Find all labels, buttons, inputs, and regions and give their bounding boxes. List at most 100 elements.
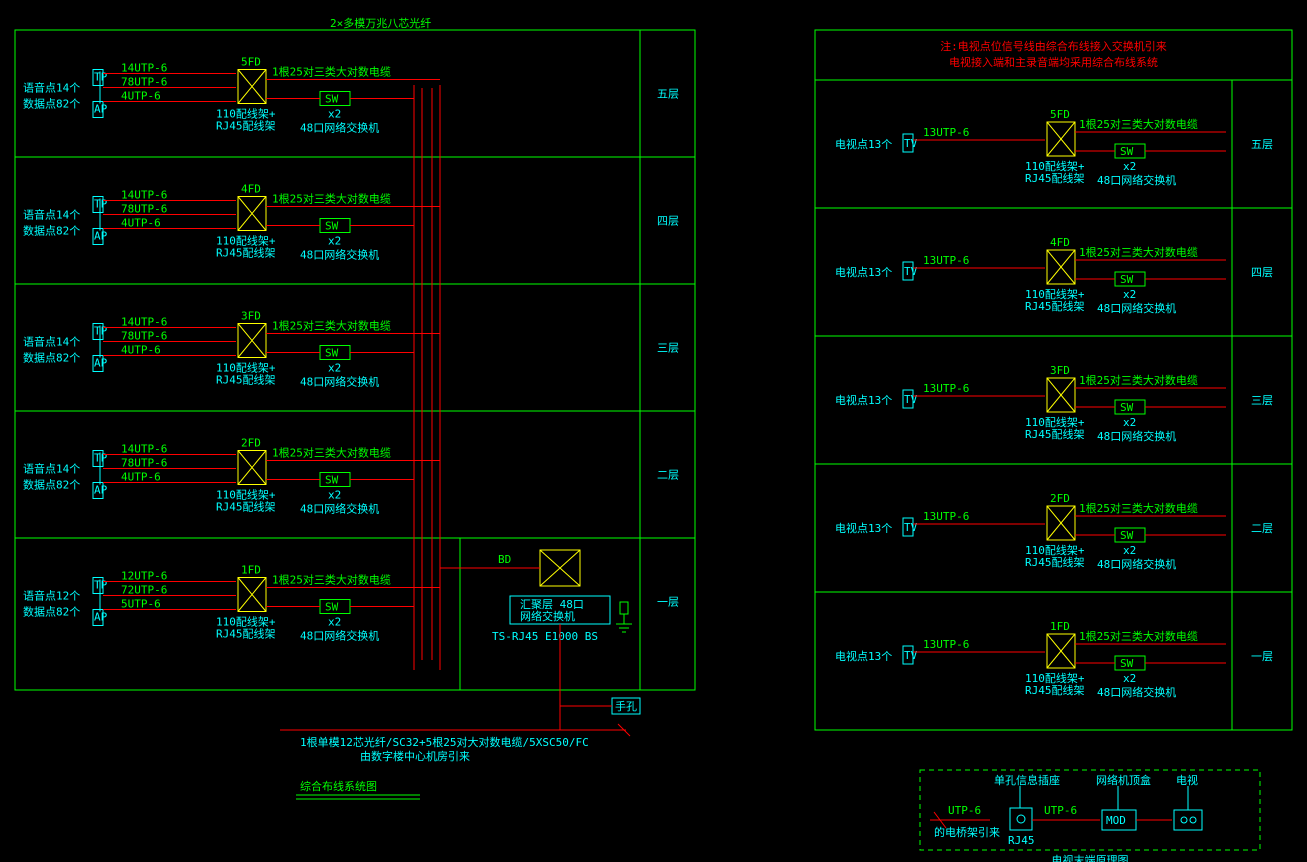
svg-text:数据点82个: 数据点82个 xyxy=(23,478,80,492)
svg-text:3FD: 3FD xyxy=(241,310,261,323)
svg-text:TV: TV xyxy=(904,137,918,150)
svg-text:电视点13个: 电视点13个 xyxy=(835,649,892,663)
svg-text:1根25对三类大对数电缆: 1根25对三类大对数电缆 xyxy=(1079,373,1198,387)
svg-text:AP: AP xyxy=(94,230,108,243)
svg-text:SW: SW xyxy=(1120,401,1134,414)
svg-text:14UTP-6: 14UTP-6 xyxy=(121,316,167,329)
svg-text:x2: x2 xyxy=(1123,288,1136,301)
svg-text:AP: AP xyxy=(94,484,108,497)
svg-text:电视点13个: 电视点13个 xyxy=(835,265,892,279)
svg-text:4UTP-6: 4UTP-6 xyxy=(121,471,161,484)
svg-text:单孔信息插座: 单孔信息插座 xyxy=(994,773,1060,787)
svg-text:2FD: 2FD xyxy=(1050,492,1070,505)
svg-text:SW: SW xyxy=(325,220,339,233)
svg-text:48口网络交换机: 48口网络交换机 xyxy=(300,629,379,643)
svg-text:1根25对三类大对数电缆: 1根25对三类大对数电缆 xyxy=(1079,245,1198,259)
svg-text:数据点82个: 数据点82个 xyxy=(23,351,80,365)
svg-text:三层: 三层 xyxy=(657,342,679,355)
svg-text:RJ45配线架: RJ45配线架 xyxy=(1025,299,1085,313)
svg-text:网络机顶盒: 网络机顶盒 xyxy=(1096,773,1151,787)
svg-text:SW: SW xyxy=(1120,145,1134,158)
svg-text:13UTP-6: 13UTP-6 xyxy=(923,254,969,267)
svg-text:5FD: 5FD xyxy=(1050,108,1070,121)
svg-text:BD: BD xyxy=(498,553,511,566)
svg-text:一层: 一层 xyxy=(1251,650,1273,663)
svg-text:SW: SW xyxy=(1120,529,1134,542)
svg-text:1FD: 1FD xyxy=(241,564,261,577)
svg-text:RJ45配线架: RJ45配线架 xyxy=(216,119,276,133)
svg-text:RJ45配线架: RJ45配线架 xyxy=(216,246,276,260)
svg-text:语音点12个: 语音点12个 xyxy=(23,589,80,603)
cad-drawing: 2×多模万兆八芯光纤五层语音点14个数据点82个TPAP14UTP-678UTP… xyxy=(0,0,1307,862)
svg-text:TP: TP xyxy=(94,325,108,338)
svg-text:MOD: MOD xyxy=(1106,814,1126,827)
svg-text:4UTP-6: 4UTP-6 xyxy=(121,344,161,357)
svg-text:13UTP-6: 13UTP-6 xyxy=(923,638,969,651)
svg-text:x2: x2 xyxy=(1123,544,1136,557)
svg-text:1FD: 1FD xyxy=(1050,620,1070,633)
svg-text:110配线架+: 110配线架+ xyxy=(1025,671,1085,685)
svg-text:78UTP-6: 78UTP-6 xyxy=(121,330,167,343)
svg-text:二层: 二层 xyxy=(1251,522,1273,535)
svg-text:电视点13个: 电视点13个 xyxy=(835,521,892,535)
svg-text:1根25对三类大对数电缆: 1根25对三类大对数电缆 xyxy=(1079,629,1198,643)
svg-text:SW: SW xyxy=(325,474,339,487)
svg-text:电视末端原理图: 电视末端原理图 xyxy=(1052,853,1129,862)
svg-text:3FD: 3FD xyxy=(1050,364,1070,377)
svg-text:四层: 四层 xyxy=(1251,266,1273,279)
svg-text:110配线架+: 110配线架+ xyxy=(1025,287,1085,301)
svg-text:110配线架+: 110配线架+ xyxy=(1025,543,1085,557)
svg-text:x2: x2 xyxy=(328,616,341,629)
svg-text:78UTP-6: 78UTP-6 xyxy=(121,203,167,216)
svg-text:14UTP-6: 14UTP-6 xyxy=(121,189,167,202)
svg-text:语音点14个: 语音点14个 xyxy=(23,462,80,476)
svg-text:电视点13个: 电视点13个 xyxy=(835,393,892,407)
svg-text:SW: SW xyxy=(1120,273,1134,286)
svg-text:13UTP-6: 13UTP-6 xyxy=(923,126,969,139)
svg-text:五层: 五层 xyxy=(1251,138,1273,151)
svg-text:TS-RJ45 E1000 BS: TS-RJ45 E1000 BS xyxy=(492,630,598,643)
svg-text:x2: x2 xyxy=(1123,672,1136,685)
svg-text:数据点82个: 数据点82个 xyxy=(23,97,80,111)
svg-text:RJ45配线架: RJ45配线架 xyxy=(1025,427,1085,441)
svg-text:13UTP-6: 13UTP-6 xyxy=(923,382,969,395)
svg-text:110配线架+: 110配线架+ xyxy=(1025,415,1085,429)
svg-text:110配线架+: 110配线架+ xyxy=(216,615,276,629)
svg-text:48口网络交换机: 48口网络交换机 xyxy=(300,502,379,516)
svg-text:三层: 三层 xyxy=(1251,394,1273,407)
svg-text:4FD: 4FD xyxy=(1050,236,1070,249)
svg-text:110配线架+: 110配线架+ xyxy=(216,107,276,121)
svg-text:5UTP-6: 5UTP-6 xyxy=(121,598,161,611)
svg-text:5FD: 5FD xyxy=(241,56,261,69)
svg-text:AP: AP xyxy=(94,611,108,624)
svg-text:TV: TV xyxy=(904,521,918,534)
svg-text:x2: x2 xyxy=(1123,416,1136,429)
svg-text:1根25对三类大对数电缆: 1根25对三类大对数电缆 xyxy=(272,446,391,460)
svg-text:x2: x2 xyxy=(328,489,341,502)
svg-text:语音点14个: 语音点14个 xyxy=(23,81,80,95)
svg-text:手孔: 手孔 xyxy=(615,699,637,713)
svg-text:TV: TV xyxy=(904,649,918,662)
svg-text:语音点14个: 语音点14个 xyxy=(23,335,80,349)
svg-text:2FD: 2FD xyxy=(241,437,261,450)
svg-text:数据点82个: 数据点82个 xyxy=(23,224,80,238)
svg-text:电视接入端和主录音端均采用综合布线系统: 电视接入端和主录音端均采用综合布线系统 xyxy=(949,55,1158,69)
svg-text:48口网络交换机: 48口网络交换机 xyxy=(300,248,379,262)
svg-text:二层: 二层 xyxy=(657,469,679,482)
svg-text:14UTP-6: 14UTP-6 xyxy=(121,443,167,456)
svg-text:2×多模万兆八芯光纤: 2×多模万兆八芯光纤 xyxy=(330,16,431,30)
svg-text:1根25对三类大对数电缆: 1根25对三类大对数电缆 xyxy=(272,319,391,333)
svg-text:72UTP-6: 72UTP-6 xyxy=(121,584,167,597)
svg-text:AP: AP xyxy=(94,357,108,370)
svg-text:110配线架+: 110配线架+ xyxy=(216,234,276,248)
svg-text:UTP-6: UTP-6 xyxy=(948,804,981,817)
svg-text:48口网络交换机: 48口网络交换机 xyxy=(1097,557,1176,571)
svg-text:1根25对三类大对数电缆: 1根25对三类大对数电缆 xyxy=(1079,501,1198,515)
svg-text:4UTP-6: 4UTP-6 xyxy=(121,90,161,103)
svg-text:RJ45配线架: RJ45配线架 xyxy=(216,627,276,641)
svg-text:注:电视点位信号线由综合布线接入交换机引来: 注:电视点位信号线由综合布线接入交换机引来 xyxy=(940,39,1167,53)
svg-text:RJ45配线架: RJ45配线架 xyxy=(216,373,276,387)
svg-text:14UTP-6: 14UTP-6 xyxy=(121,62,167,75)
svg-text:12UTP-6: 12UTP-6 xyxy=(121,570,167,583)
svg-text:电视: 电视 xyxy=(1176,773,1198,787)
